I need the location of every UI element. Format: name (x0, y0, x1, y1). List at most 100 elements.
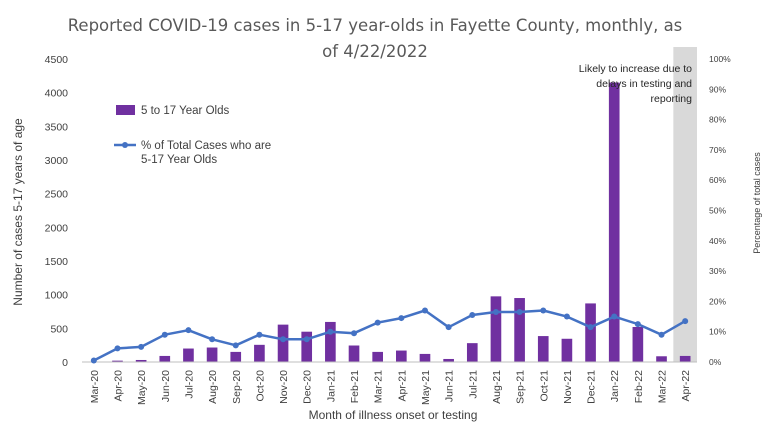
x-tick-label: May-21 (420, 370, 432, 405)
line-point (90, 357, 97, 364)
line-point (374, 319, 381, 326)
line-point (611, 313, 618, 320)
x-tick-label: Mar-22 (657, 370, 669, 403)
bar (135, 359, 147, 362)
x-tick-label: Apr-20 (112, 370, 124, 402)
bar (277, 324, 289, 362)
legend-line-marker (122, 142, 128, 148)
bar (514, 298, 525, 362)
chart-title-line-2: of 4/22/2022 (322, 42, 428, 61)
x-tick-label: Feb-22 (633, 370, 645, 403)
x-tick-label: Jan-22 (609, 370, 621, 402)
y2-tick-label: 50% (709, 206, 726, 216)
bar (679, 355, 691, 362)
x-tick-label: Oct-20 (254, 370, 266, 402)
line-point (114, 345, 121, 352)
annotation-line-3: reporting (651, 93, 693, 105)
line-point (138, 343, 145, 350)
x-tick-label: May-20 (136, 370, 148, 405)
line-point (256, 331, 263, 338)
y-tick-label: 3000 (45, 155, 69, 167)
bar (348, 345, 360, 362)
bar (159, 355, 171, 362)
x-axis-label: Month of illness onset or testing (309, 408, 478, 422)
x-axis-ticks: Mar-20 Apr-20 May-20 Jun-20 Jul-20 Aug-20 Sep-… (89, 370, 692, 405)
y2-tick-label: 90% (709, 84, 726, 94)
y-tick-label: 0 (62, 357, 68, 369)
x-tick-label: Dec-20 (302, 370, 314, 404)
bar (230, 351, 242, 362)
y-axis-label: Number of cases 5-17 years of age (11, 118, 25, 306)
chart-title-line-1: Reported COVID-19 cases in 5-17 year-old… (68, 16, 683, 35)
bar (537, 336, 549, 362)
line-point (634, 321, 641, 328)
x-tick-label: Sep-20 (231, 370, 243, 404)
x-tick-label: Jul-20 (183, 370, 195, 399)
legend-bar-label: 5 to 17 Year Olds (141, 105, 229, 117)
bar (254, 344, 265, 362)
shaded-region (673, 47, 697, 362)
bar-series (88, 82, 691, 363)
line-point (280, 336, 287, 343)
line-point (682, 318, 689, 325)
y2-tick-label: 70% (709, 145, 726, 155)
line-point (469, 312, 476, 319)
bar (632, 326, 644, 362)
bar (301, 331, 313, 362)
bar (443, 358, 454, 362)
x-tick-label: Nov-20 (278, 370, 290, 404)
y2-tick-label: 10% (709, 327, 726, 337)
y-tick-label: 4000 (45, 88, 69, 100)
bar (656, 356, 667, 362)
line-point (540, 307, 547, 314)
x-tick-label: Feb-21 (349, 370, 361, 403)
x-tick-label: Oct-21 (538, 370, 550, 402)
bar (183, 348, 194, 362)
y-tick-label: 2500 (45, 189, 69, 201)
x-tick-label: Aug-21 (491, 370, 503, 404)
line-point (492, 309, 499, 316)
bar (325, 321, 336, 362)
bar (419, 353, 431, 362)
x-tick-label: Mar-21 (373, 370, 385, 403)
legend-bar-swatch (116, 105, 135, 115)
bar (396, 350, 407, 362)
x-tick-label: Jun-21 (444, 370, 456, 402)
x-tick-label: Apr-22 (680, 370, 692, 402)
bar (372, 351, 383, 362)
legend-line-label-1: % of Total Cases who are (141, 140, 271, 152)
bar (608, 82, 620, 363)
x-tick-label: Dec-21 (586, 370, 598, 404)
y2-tick-label: 40% (709, 236, 726, 246)
y-tick-label: 500 (50, 323, 68, 335)
x-tick-label: Mar-20 (89, 370, 101, 403)
series-line (93, 309, 686, 362)
line-point (563, 313, 570, 320)
x-tick-label: Jul-21 (467, 370, 479, 399)
line-point (209, 336, 216, 343)
x-tick-label: Aug-20 (207, 370, 219, 404)
line-point (398, 315, 405, 322)
y-tick-label: 2000 (45, 222, 69, 234)
legend-line-label-2: 5-17 Year Olds (141, 154, 217, 166)
line-point (232, 342, 239, 349)
x-tick-label: Nov-21 (562, 370, 574, 404)
line-point (327, 328, 334, 335)
line-point (351, 330, 358, 337)
x-tick-label: Sep-21 (515, 370, 527, 404)
line-point (516, 309, 523, 316)
bar (466, 343, 478, 362)
line-point (421, 307, 428, 314)
bar (490, 296, 502, 362)
bar (561, 338, 573, 362)
y2-tick-label: 60% (709, 175, 726, 185)
line-point (658, 331, 665, 338)
line-point (185, 327, 192, 334)
line-point (587, 324, 594, 331)
y-tick-label: 1000 (45, 290, 69, 302)
y-tick-label: 1500 (45, 256, 69, 268)
y2-tick-label: 0% (709, 357, 722, 367)
left-axis-ticks: 0 500 1000 1500 2000 2500 3000 3500 4000 4500 (45, 54, 69, 369)
legend: 5 to 17 Year Olds % of Total Cases who a… (114, 105, 271, 166)
